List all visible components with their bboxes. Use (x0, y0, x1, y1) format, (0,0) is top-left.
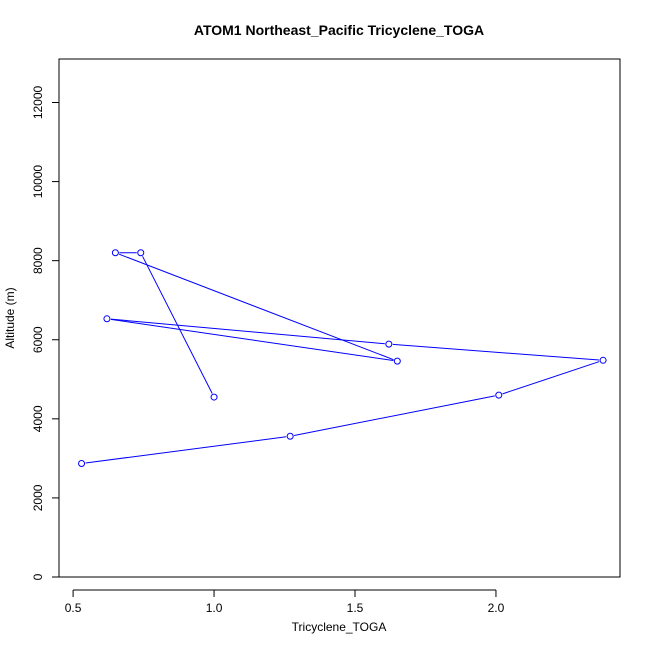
x-tick-label: 1.5 (347, 601, 364, 615)
y-tick-label: 4000 (31, 405, 45, 432)
y-tick-label: 10000 (31, 165, 45, 199)
data-point (286, 432, 294, 440)
data-point (103, 315, 111, 323)
series-segment (392, 343, 600, 361)
y-tick-label: 0 (31, 573, 45, 580)
series-segment (110, 318, 385, 345)
data-point (385, 340, 393, 348)
x-tick-label: 0.5 (65, 601, 82, 615)
x-tick-label: 2.0 (488, 601, 505, 615)
y-tick-label: 12000 (31, 85, 45, 119)
y-tick-label: 2000 (31, 484, 45, 511)
data-point (599, 356, 607, 364)
x-axis: 0.5 1.0 1.5 2.0 (65, 589, 505, 615)
x-axis-label: Tricyclene_TOGA (292, 620, 387, 634)
series-segment (118, 253, 394, 361)
series-segment (502, 361, 600, 395)
data-point (78, 460, 86, 468)
y-tick-label: 8000 (31, 247, 45, 274)
data-point (210, 393, 218, 401)
x-tick-label: 1.0 (206, 601, 223, 615)
series-segment (85, 436, 287, 464)
series-segment (142, 256, 213, 394)
series-group (78, 249, 607, 468)
data-point (137, 249, 145, 257)
plot-frame (58, 58, 621, 578)
y-axis: 0 2000 4000 6000 8000 10000 12000 (31, 85, 60, 580)
chart-title: ATOM1 Northeast_Pacific Tricyclene_TOGA (194, 22, 484, 38)
data-point (111, 249, 119, 257)
series-segment (293, 395, 495, 436)
y-tick-label: 6000 (31, 326, 45, 353)
data-point (393, 357, 401, 365)
data-point (495, 391, 503, 399)
series-segment (110, 318, 394, 362)
y-axis-label: Altitude (m) (3, 287, 17, 348)
